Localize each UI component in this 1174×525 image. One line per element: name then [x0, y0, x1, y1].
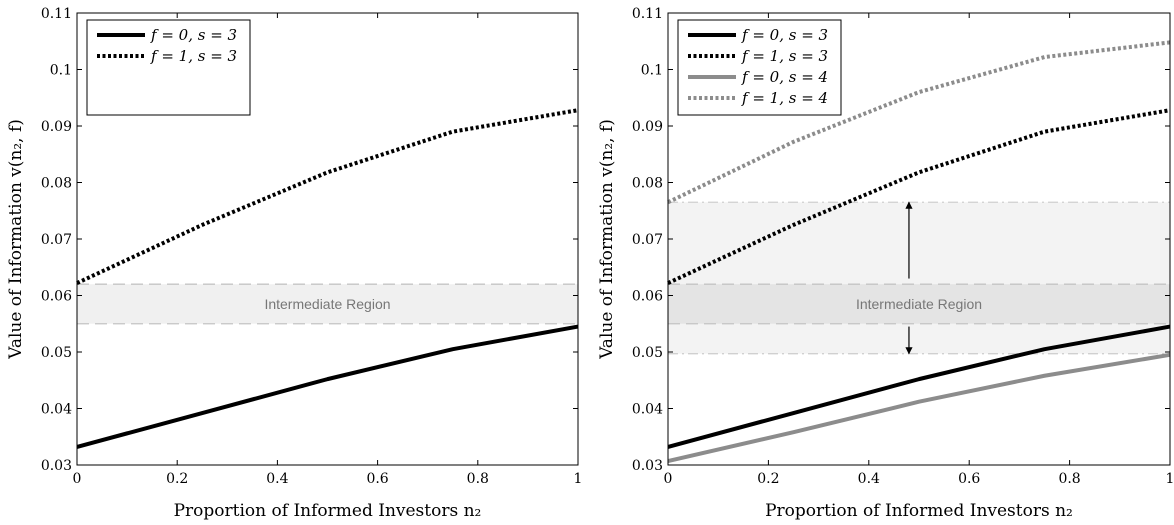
right-chart: Intermediate Region 0.03 0.04 0.05 0.06 0.07 0…: [597, 6, 1174, 521]
x-tick-label: 0.4: [266, 471, 288, 487]
x-tick-label: 0: [664, 471, 673, 487]
x-tick-label: 1: [1166, 471, 1174, 487]
y-tick-label: 0.07: [41, 232, 72, 248]
region-label: Intermediate Region: [264, 296, 390, 312]
y-tick-label: 0.11: [41, 6, 72, 22]
legend-box: [86, 19, 251, 116]
y-tick-label: 0.05: [41, 345, 72, 361]
y-axis-label: Value of Information v(n₂, f): [6, 119, 26, 360]
legend-entry: f = 0, s = 3: [150, 26, 237, 44]
y-tick-label: 0.05: [632, 345, 663, 361]
series-line: [667, 352, 1171, 463]
legend-entry: f = 1, s = 3: [150, 47, 237, 65]
y-tick-label: 0.07: [632, 232, 663, 248]
x-axis-label: Proportion of Informed Investors n₂: [765, 501, 1073, 521]
x-tick-label: 1: [574, 471, 583, 487]
shaded-region: [668, 284, 1170, 324]
y-tick-label: 0.06: [632, 289, 663, 305]
x-tick-label: 0.8: [1058, 471, 1080, 487]
y-tick-label: 0.11: [632, 6, 663, 22]
shaded-region: [77, 284, 578, 324]
y-tick-label: 0.09: [41, 119, 72, 135]
y-tick-label: 0.04: [41, 402, 72, 418]
x-tick-label: 0.2: [166, 471, 188, 487]
shaded-region: [668, 202, 1170, 354]
series-line: [76, 108, 579, 285]
y-tick-label: 0.08: [41, 176, 72, 192]
legend-entry: f = 0, s = 3: [741, 26, 828, 44]
x-tick-label: 0.4: [858, 471, 880, 487]
y-tick-label: 0.03: [632, 458, 663, 474]
y-tick-label: 0.09: [632, 119, 663, 135]
x-tick-label: 0: [73, 471, 82, 487]
y-tick-label: 0.1: [641, 63, 663, 79]
region-label: Intermediate Region: [856, 296, 982, 312]
x-tick-label: 0.6: [958, 471, 980, 487]
x-tick-label: 0.8: [467, 471, 489, 487]
series-line: [667, 324, 1171, 449]
y-tick-label: 0.04: [632, 402, 663, 418]
legend-entry: f = 0, s = 4: [741, 68, 828, 86]
legend-entry: f = 1, s = 4: [741, 89, 828, 107]
y-tick-label: 0.1: [50, 63, 72, 79]
x-tick-label: 0.2: [757, 471, 779, 487]
left-chart: Intermediate Region 0.03 0.04 0.05 0.06 0.07 0…: [6, 6, 582, 521]
y-tick-label: 0.06: [41, 289, 72, 305]
y-tick-label: 0.08: [632, 176, 663, 192]
series-line: [667, 40, 1171, 205]
y-tick-label: 0.03: [41, 458, 72, 474]
legend-entry: f = 1, s = 3: [741, 47, 828, 65]
y-axis-label: Value of Information v(n₂, f): [597, 119, 617, 360]
series-line: [76, 324, 579, 449]
x-axis-label: Proportion of Informed Investors n₂: [174, 501, 482, 521]
x-tick-label: 0.6: [366, 471, 388, 487]
